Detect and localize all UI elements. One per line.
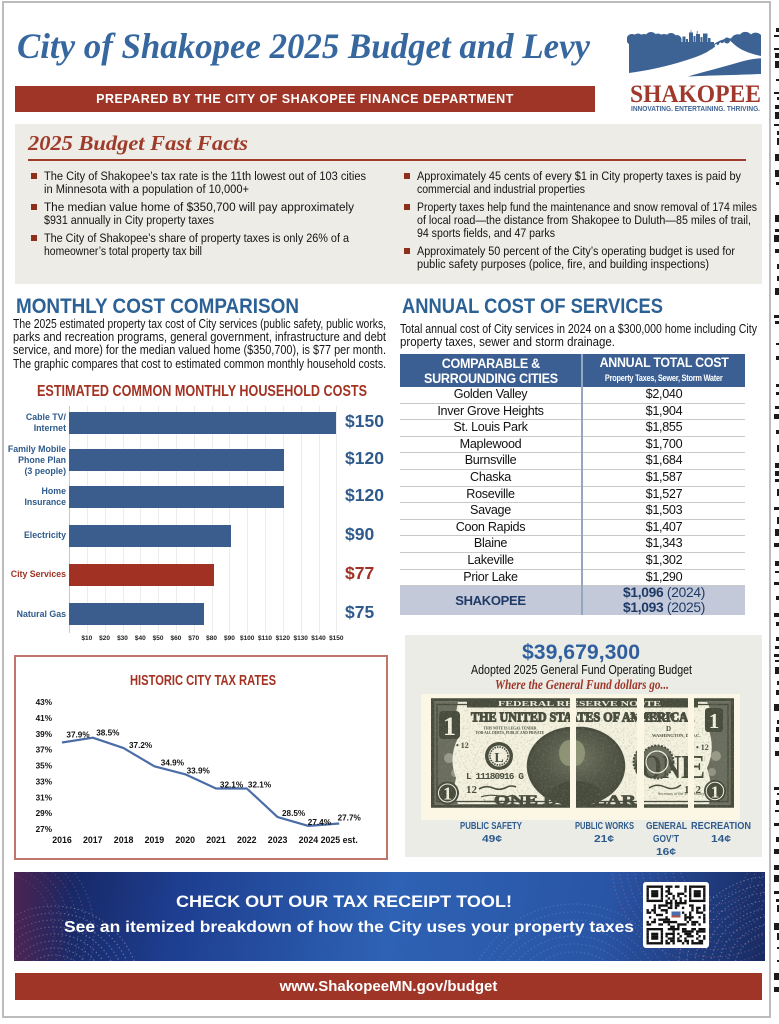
svg-text:33%: 33% <box>36 777 53 786</box>
svg-text:35%: 35% <box>36 762 53 771</box>
svg-text:37.9%: 37.9% <box>66 731 90 740</box>
svg-text:33.9%: 33.9% <box>187 766 211 775</box>
svg-text:31%: 31% <box>36 793 53 802</box>
svg-text:37%: 37% <box>36 746 53 755</box>
svg-text:2024: 2024 <box>299 835 319 845</box>
svg-text:37.2%: 37.2% <box>129 741 153 750</box>
svg-text:27.4%: 27.4% <box>308 818 332 827</box>
svg-text:32.1%: 32.1% <box>248 781 272 790</box>
svg-text:41%: 41% <box>36 714 53 723</box>
svg-text:2018: 2018 <box>114 835 134 845</box>
svg-text:2019: 2019 <box>145 835 165 845</box>
svg-text:HISTORIC CITY TAX RATES: HISTORIC CITY TAX RATES <box>130 673 276 689</box>
svg-text:2017: 2017 <box>83 835 103 845</box>
svg-text:INNOVATING. ENTERTAINING. THRI: INNOVATING. ENTERTAINING. THRIVING. <box>631 106 760 113</box>
svg-text:2016: 2016 <box>52 835 72 845</box>
svg-text:SHAKOPEE: SHAKOPEE <box>630 81 761 108</box>
svg-text:29%: 29% <box>36 809 53 818</box>
svg-text:39%: 39% <box>36 730 53 739</box>
svg-text:2021: 2021 <box>206 835 226 845</box>
svg-text:2025 est.: 2025 est. <box>321 835 358 845</box>
svg-text:32.1%: 32.1% <box>220 781 244 790</box>
svg-text:27%: 27% <box>36 825 53 834</box>
svg-text:2020: 2020 <box>175 835 195 845</box>
svg-text:28.5%: 28.5% <box>282 809 306 818</box>
svg-text:2022: 2022 <box>237 835 257 845</box>
svg-text:38.5%: 38.5% <box>96 729 120 738</box>
svg-text:43%: 43% <box>36 698 53 707</box>
svg-text:34.9%: 34.9% <box>161 758 185 767</box>
svg-text:27.7%: 27.7% <box>338 814 362 823</box>
svg-text:2023: 2023 <box>268 835 288 845</box>
